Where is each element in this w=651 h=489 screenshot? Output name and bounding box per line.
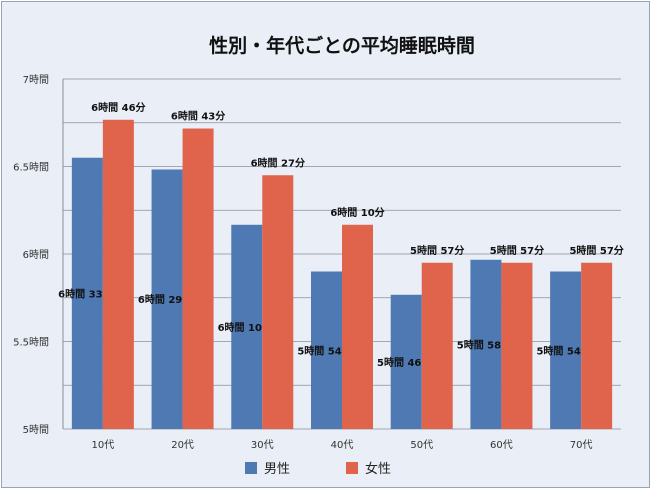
bar-male <box>390 294 422 429</box>
data-label: 6時間 43分 <box>171 110 225 123</box>
bar-female <box>581 262 613 429</box>
data-label: 6時間 10分 <box>330 206 384 219</box>
chart-title: 性別・年代ごとの平均睡眠時間 <box>209 34 475 57</box>
bar-male <box>151 169 183 429</box>
data-label: 6時間 10分 <box>218 321 272 334</box>
data-label: 5時間 54分 <box>297 344 351 357</box>
bar-male <box>550 271 582 429</box>
data-label: 6時間 27分 <box>251 156 305 169</box>
legend-swatch <box>245 462 257 474</box>
data-label: 5時間 57分 <box>410 244 464 257</box>
y-tick-label: 6.5時間 <box>13 162 49 174</box>
data-label: 5時間 57分 <box>569 244 623 257</box>
data-label: 6時間 46分 <box>91 101 145 114</box>
bar-male <box>311 271 342 429</box>
x-tick-label: 70代 <box>570 439 593 451</box>
bar-female <box>182 128 214 429</box>
bar-female <box>102 119 134 430</box>
bar-female <box>342 224 373 429</box>
y-tick-label: 7時間 <box>23 74 49 86</box>
x-tick-label: 50代 <box>410 439 433 451</box>
bar-female <box>421 262 453 429</box>
bar-female <box>262 175 294 429</box>
x-tick-label: 10代 <box>91 439 114 451</box>
data-label: 5時間 58分 <box>457 338 511 351</box>
bar-male <box>231 224 263 429</box>
legend-label: 女性 <box>365 461 391 477</box>
data-label: 5時間 54分 <box>536 344 590 357</box>
bar-male <box>71 157 103 429</box>
x-tick-label: 60代 <box>490 439 513 451</box>
legend-label: 男性 <box>264 462 290 477</box>
data-label: 5時間 46分 <box>377 356 431 369</box>
x-tick-label: 20代 <box>171 439 194 451</box>
y-tick-label: 6時間 <box>23 249 49 261</box>
data-label: 5時間 57分 <box>490 244 544 257</box>
legend-swatch <box>346 462 358 474</box>
y-tick-label: 5時間 <box>23 424 49 436</box>
x-tick-label: 40代 <box>331 439 354 451</box>
x-tick-label: 30代 <box>251 439 274 451</box>
y-tick-label: 5.5時間 <box>13 337 49 349</box>
bar-female <box>501 262 533 429</box>
bar-male <box>470 259 502 429</box>
data-label: 6時間 33分 <box>58 287 112 300</box>
data-label: 6時間 29分 <box>138 293 192 306</box>
